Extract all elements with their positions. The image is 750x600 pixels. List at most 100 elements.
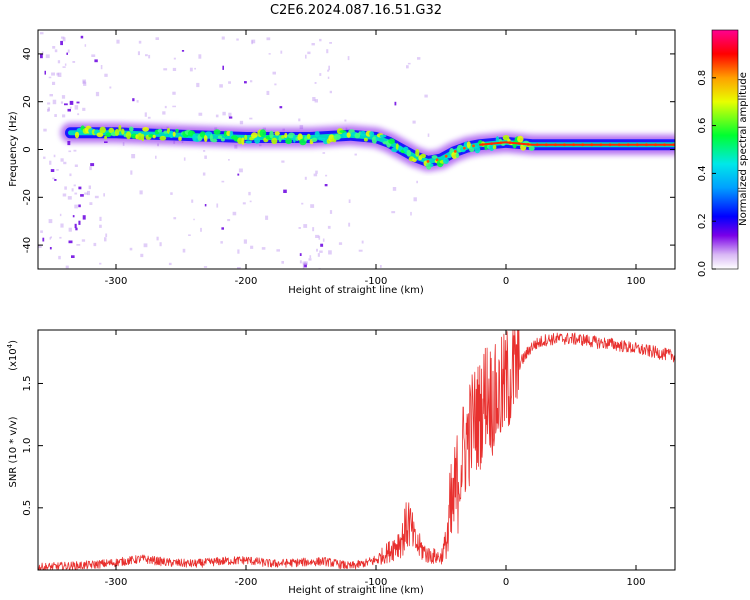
heatmap-noise-cell [319, 250, 323, 253]
heatmap-noise-cell [299, 253, 302, 256]
heatmap-ridge-blob [166, 127, 171, 134]
heatmap-noise-cell [48, 219, 53, 224]
heatmap-noise-cell [221, 227, 224, 230]
heatmap-noise-cell [172, 91, 176, 95]
heatmap-ridge-blob [237, 137, 243, 145]
heatmap-noise-cell [104, 73, 108, 77]
heatmap-noise-cell [250, 245, 254, 249]
heatmap-noise-cell [82, 107, 86, 111]
heatmap-ridge-blob [455, 152, 460, 158]
heatmap-noise-cell [95, 91, 100, 97]
heatmap-noise-cell [307, 51, 311, 55]
heatmap-noise-cell [90, 163, 95, 167]
heatmap-noise-cell [412, 120, 416, 124]
heatmap-noise-cell [204, 204, 207, 207]
heatmap-noise-cell [314, 99, 318, 103]
heatmap-noise-cell [319, 73, 322, 76]
heatmap-noise-cell [281, 160, 285, 163]
heatmap-noise-cell [49, 94, 53, 97]
heatmap-noise-cell [298, 227, 301, 229]
heatmap-noise-cell [99, 224, 102, 228]
snr-series-line [38, 330, 675, 570]
heatmap-ridge-blob [474, 146, 481, 154]
heatmap-noise-cell [318, 235, 321, 240]
heatmap-ridge-blob [425, 162, 432, 170]
heatmap-noise-cell [228, 81, 231, 84]
heatmap-ridge-blob [244, 134, 248, 140]
heatmap-noise-cell [100, 65, 103, 70]
heatmap-ridge-blob [314, 131, 320, 137]
heatmap-noise-cell [144, 112, 147, 117]
heatmap-noise-cell [327, 69, 330, 72]
snr-y-tick-label: 1.5 [22, 376, 33, 392]
heatmap-noise-cell [78, 204, 81, 208]
heatmap-noise-cell [40, 32, 44, 35]
heatmap-noise-cell [361, 240, 364, 244]
heatmap-noise-cell [129, 247, 133, 251]
figure-title: C2E6.2024.087.16.51.G32 [270, 3, 442, 18]
heatmap-noise-cell [82, 215, 86, 220]
heatmap-noise-cell [413, 197, 417, 202]
heatmap-noise-cell [61, 95, 66, 99]
heatmap-noise-cell [80, 194, 84, 197]
heatmap-noise-cell [216, 203, 219, 208]
heatmap-noise-cell [312, 227, 315, 232]
heatmap-ridge-blob [420, 153, 426, 159]
heatmap-noise-cell [89, 166, 92, 171]
heatmap-ridge-blob [157, 128, 163, 133]
heatmap-noise-cell [94, 59, 98, 63]
heatmap-noise-cell [329, 42, 332, 44]
heatmap-noise-cell [227, 219, 231, 222]
heatmap-noise-cell [48, 76, 52, 79]
heatmap-noise-cell [89, 202, 93, 205]
heatmap-noise-cell [60, 158, 64, 162]
heatmap-ridge-blob [395, 143, 399, 150]
heatmap-noise-cell [417, 57, 421, 60]
heatmap-ridge-blob [203, 134, 208, 142]
heatmap-x-tick-label: 0 [503, 276, 509, 287]
heatmap-ridge-blob [159, 135, 167, 141]
heatmap-noise-cell [67, 196, 72, 200]
heatmap-noise-cell [84, 44, 87, 47]
heatmap-noise-cell [232, 211, 237, 216]
heatmap-ridge-blob [431, 155, 438, 159]
heatmap-noise-cell [71, 255, 75, 258]
heatmap-ridge-blob [354, 132, 361, 139]
heatmap-y-tick-label: 40 [22, 48, 33, 61]
heatmap-ridge-blob [205, 131, 213, 137]
heatmap-noise-cell [168, 262, 172, 266]
heatmap-noise-cell [38, 244, 42, 248]
heatmap-noise-cell [319, 38, 322, 42]
heatmap-ridge-blob [121, 128, 125, 135]
heatmap-noise-cell [193, 218, 195, 221]
heatmap-noise-cell [200, 227, 202, 232]
heatmap-noise-cell [57, 60, 61, 64]
heatmap-ridge-blob [141, 133, 145, 142]
heatmap-noise-cell [222, 111, 226, 116]
heatmap-ridge-blob [137, 132, 143, 141]
heatmap-noise-cell [198, 54, 202, 59]
colorbar-tick-label: 0.6 [697, 118, 708, 134]
heatmap-noise-cell [172, 105, 176, 108]
heatmap-ridge-blob [466, 141, 471, 149]
heatmap-noise-cell [310, 204, 315, 208]
heatmap-noise-cell [71, 188, 74, 192]
heatmap-ridge-blob [105, 132, 112, 138]
heatmap-y-tick-label: 0 [22, 146, 33, 152]
heatmap-ridge-blob [152, 134, 156, 139]
heatmap-noise-cell [70, 106, 72, 109]
heatmap-noise-cell [301, 202, 304, 205]
heatmap-ridge-blob [528, 145, 535, 151]
heatmap-noise-cell [237, 267, 241, 269]
snr-x-ticks: -300 -200 -100 0 100 [105, 330, 646, 588]
heatmap-noise-cell [67, 141, 71, 146]
heatmap-ridge-blob [169, 130, 174, 139]
heatmap-y-tick-label: 20 [22, 95, 33, 108]
heatmap-ridge-blob [278, 135, 282, 143]
snr-scale-text: (x104) [6, 340, 19, 371]
heatmap-noise-cell [64, 186, 67, 190]
heatmap-ridge-blob [507, 138, 511, 143]
heatmap-noise-cell [52, 99, 57, 105]
heatmap-noise-cell [188, 234, 191, 236]
